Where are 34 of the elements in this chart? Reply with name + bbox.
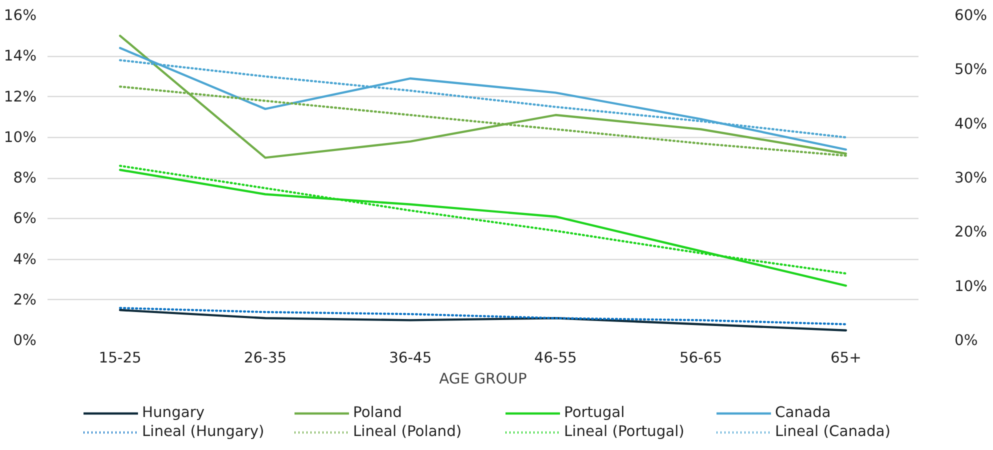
x-tick-label: 26-35	[244, 350, 287, 366]
y-tick-label: 14%	[4, 48, 37, 65]
legend-label: Lineal (Portugal)	[564, 423, 686, 440]
legend-label: Lineal (Canada)	[775, 423, 892, 440]
legend-label: Lineal (Hungary)	[142, 423, 266, 440]
y-tick-label: 2%	[13, 291, 37, 308]
y-tick-label: 12%	[4, 88, 37, 106]
y2-tick-label: 50%	[954, 61, 988, 78]
y2-tick-label: 20%	[954, 224, 988, 241]
line-series	[118, 308, 848, 332]
y2-tick-label: 60%	[954, 7, 988, 24]
x-tick-label: 46-55	[534, 350, 577, 366]
legend-label: Lineal (Poland)	[353, 423, 463, 440]
y-tick-label: 4%	[13, 250, 37, 268]
x-tick-label: 65+	[830, 350, 862, 366]
legend-label: Portugal	[564, 404, 626, 421]
y-tick-label: 0%	[13, 332, 37, 349]
x-tick-label: 56-65	[679, 350, 722, 366]
y-tick-label: 8%	[13, 170, 37, 186]
line-series	[118, 46, 848, 151]
y-tick-label: 10%	[4, 128, 37, 146]
y2-tick-label: 10%	[954, 278, 988, 295]
legend-label: Canada	[775, 404, 832, 421]
y2-tick-label: 30%	[954, 170, 988, 186]
line-series	[118, 306, 848, 326]
x-tick-label: 15-25	[98, 350, 142, 366]
y2-tick-label: 40%	[954, 115, 988, 132]
x-axis-title: AGE GROUP	[439, 370, 528, 388]
legend-label: Poland	[353, 404, 403, 421]
x-tick-label: 36-45	[389, 350, 432, 366]
y-tick-label: 6%	[13, 210, 37, 228]
legend-label: Hungary	[142, 404, 206, 421]
y-tick-label: 16%	[4, 7, 37, 24]
y2-tick-label: 0%	[954, 332, 978, 349]
